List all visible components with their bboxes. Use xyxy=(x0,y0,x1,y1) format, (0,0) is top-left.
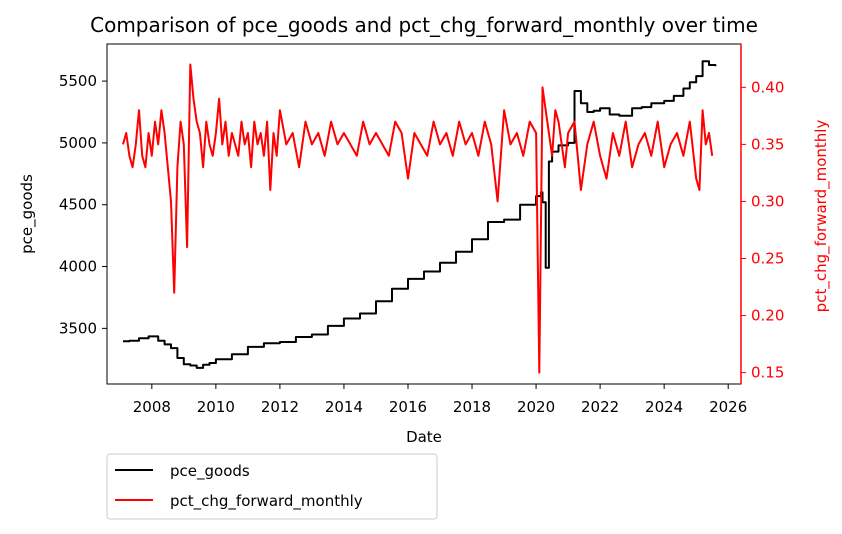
y-right-tick-label: 0.25 xyxy=(751,249,784,267)
chart-title: Comparison of pce_goods and pct_chg_forw… xyxy=(90,13,758,37)
plot-frame xyxy=(106,43,742,385)
x-tick-label: 2026 xyxy=(709,398,747,416)
legend-box xyxy=(106,453,438,520)
y-right-tick-label: 0.35 xyxy=(751,135,784,153)
y-axis-right-label: pct_chg_forward_monthly xyxy=(812,120,831,313)
plot-series xyxy=(122,60,717,374)
x-axis: 2008 2010 2012 2014 2016 2018 2020 2022 2024 2026 xyxy=(133,384,747,416)
x-axis-label: Date xyxy=(406,428,442,446)
y-axis-right: 0.15 0.20 0.25 0.30 0.35 0.40 xyxy=(740,44,784,384)
y-left-tick-label: 4500 xyxy=(59,196,97,214)
x-tick-label: 2014 xyxy=(325,398,363,416)
legend: pce_goods pct_chg_forward_monthly xyxy=(106,453,438,520)
y-left-tick-label: 5500 xyxy=(59,72,97,90)
y-right-tick-label: 0.30 xyxy=(751,192,784,210)
y-left-tick-label: 3500 xyxy=(59,319,97,337)
y-right-tick-label: 0.15 xyxy=(751,364,784,382)
y-right-tick-label: 0.40 xyxy=(751,78,784,96)
x-tick-label: 2016 xyxy=(389,398,427,416)
y-axis-left-label: pce_goods xyxy=(18,174,37,254)
y-left-tick-label: 4000 xyxy=(59,258,97,276)
series-line-pce-goods xyxy=(123,60,717,369)
x-tick-label: 2012 xyxy=(261,398,299,416)
legend-label-pct-chg: pct_chg_forward_monthly xyxy=(170,492,363,511)
x-tick-label: 2010 xyxy=(197,398,235,416)
legend-label-pce-goods: pce_goods xyxy=(170,462,250,481)
y-left-tick-label: 5000 xyxy=(59,134,97,152)
x-tick-label: 2018 xyxy=(453,398,491,416)
series-line-pct-chg-forward-monthly xyxy=(122,63,714,374)
x-tick-label: 2022 xyxy=(581,398,619,416)
y-right-tick-label: 0.20 xyxy=(751,307,784,325)
x-tick-label: 2020 xyxy=(517,398,555,416)
x-tick-label: 2024 xyxy=(645,398,683,416)
x-tick-label: 2008 xyxy=(133,398,171,416)
y-axis-left: 3500 4000 4500 5000 5500 xyxy=(59,72,107,337)
